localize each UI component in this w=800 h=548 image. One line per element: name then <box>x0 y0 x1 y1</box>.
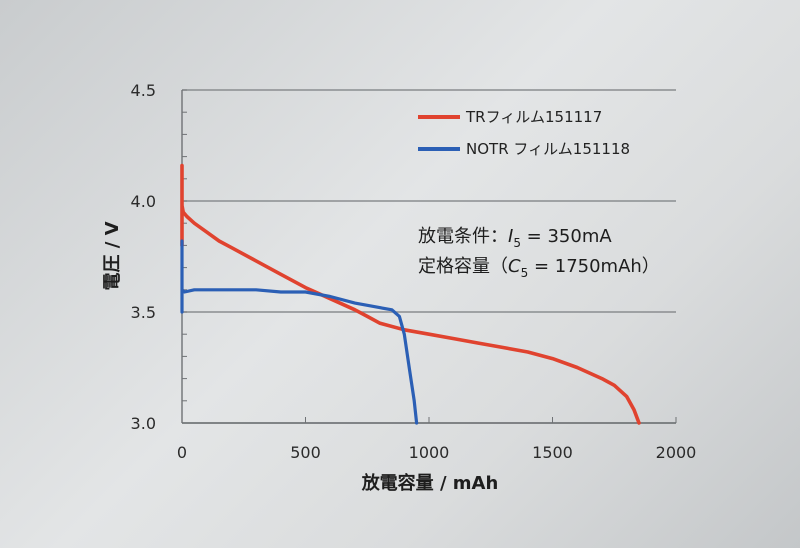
y-axis-title: 電圧 / V <box>102 221 123 290</box>
x-tick-label: 500 <box>290 443 321 462</box>
legend-label-tr: TRフィルム151117 <box>465 108 602 126</box>
series-line-notr <box>182 241 417 423</box>
x-tick-label: 1500 <box>532 443 573 462</box>
y-tick-label: 4.0 <box>131 192 156 211</box>
y-tick-label: 3.5 <box>131 303 156 322</box>
x-tick-label: 0 <box>177 443 187 462</box>
x-tick-label: 1000 <box>409 443 450 462</box>
y-tick-labels: 3.0 3.5 4.0 4.5 <box>131 81 156 433</box>
x-tick-label: 2000 <box>656 443 697 462</box>
x-tick-labels: 0 500 1000 1500 2000 <box>177 443 696 462</box>
y-tick-label: 4.5 <box>131 81 156 100</box>
legend: TRフィルム151117 NOTR フィルム151118 <box>418 108 630 158</box>
discharge-condition-text: 放電条件：I5 = 350mA <box>418 226 612 250</box>
legend-label-notr: NOTR フィルム151118 <box>466 140 630 158</box>
series-lines <box>182 166 639 424</box>
x-axis-title: 放電容量 / mAh <box>361 472 499 494</box>
y-tick-label: 3.0 <box>131 414 156 433</box>
rated-capacity-text: 定格容量（C5 = 1750mAh） <box>418 256 660 280</box>
